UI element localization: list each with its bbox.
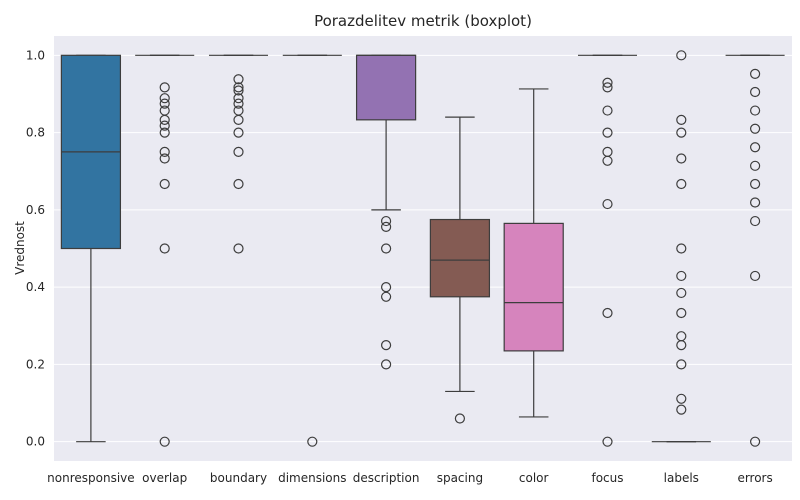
outlier-point [749,142,761,153]
outlier-point [676,404,687,415]
outlier-point [676,339,687,351]
box-labels [651,50,711,443]
outlier-point [159,178,170,190]
outlier-point [749,68,761,79]
outlier-point [159,127,170,138]
outlier-point [602,127,613,138]
outlier-point [676,127,687,138]
box-nonresponsive [60,54,122,443]
outlier-point [749,86,761,98]
y-axis-label: Vrednost [13,221,27,275]
box-boundary [208,54,269,254]
y-tick-label: 0.0 [26,435,45,449]
outlier-point [602,155,613,166]
x-tick-label: nonresponsive [47,471,135,485]
box-body [503,222,564,352]
outlier-point [381,359,392,370]
box-dimensions [282,54,342,447]
outlier-point [159,146,170,158]
outlier-point [676,287,687,299]
y-tick-label: 1.0 [26,48,45,62]
box-color [503,88,564,418]
outlier-point [159,98,170,109]
box-errors [725,54,785,447]
outlier-point [676,153,687,164]
outlier-point [749,123,761,134]
chart-title: Porazdelitev metrik (boxplot) [314,12,532,30]
outlier-point [159,153,170,164]
outlier-point [749,178,761,190]
box-description [355,54,417,370]
outlier-point [233,178,244,190]
box-body [355,54,417,121]
outlier-point [381,243,392,254]
outlier-point [749,270,761,282]
outlier-point [159,82,170,93]
outlier-point [749,436,761,447]
outlier-point [676,243,687,254]
outlier-point [676,50,687,61]
outlier-point [381,291,392,302]
boxes [60,50,785,447]
box-body [429,218,491,298]
x-tick-label: boundary [210,471,267,485]
x-tick-label: description [353,471,420,485]
outlier-point [233,74,244,85]
outlier-point [749,215,761,227]
y-tick-label: 0.8 [26,126,45,140]
outlier-point [602,77,613,88]
box-focus [577,54,638,447]
outlier-point [159,93,170,104]
outlier-point [381,215,392,227]
outlier-point [233,82,244,93]
plot-area [54,36,792,461]
x-tick-labels: nonresponsive overlap boundary dimensions de… [47,471,773,485]
outlier-point [676,393,687,404]
outlier-point [676,178,687,190]
x-tick-label: dimensions [278,471,346,485]
outlier-point [159,436,170,447]
outlier-point [233,85,244,96]
outlier-point [159,243,170,254]
outlier-point [749,160,761,171]
outlier-point [159,120,170,131]
outlier-point [233,127,244,138]
x-tick-label: spacing [437,471,483,485]
outlier-point [602,198,613,210]
outlier-point [454,413,465,424]
x-tick-label: overlap [142,471,187,485]
outlier-point [602,82,613,93]
y-tick-label: 0.2 [26,357,45,371]
outlier-point [233,243,244,254]
box-spacing [429,116,491,424]
outlier-point [381,282,392,293]
outlier-point [307,436,318,447]
y-tick-labels: 0.0 0.2 0.4 0.6 0.8 1.0 [26,48,45,448]
outlier-point [676,359,687,370]
y-tick-label: 0.4 [26,280,45,294]
x-tick-label: labels [664,471,699,485]
outlier-point [749,197,761,208]
outlier-point [676,114,687,125]
x-tick-label: focus [591,471,623,485]
box-overlap [135,54,195,447]
x-tick-label: errors [737,471,772,485]
outlier-point [676,307,687,319]
y-tick-label: 0.6 [26,203,45,217]
x-tick-label: color [519,471,549,485]
outlier-point [233,98,244,109]
outlier-point [159,114,170,125]
outlier-point [676,270,687,282]
outlier-point [602,436,613,447]
outlier-point [602,105,613,116]
outlier-point [233,146,244,158]
outlier-point [381,339,392,351]
outlier-point [381,221,392,232]
outlier-point [233,93,244,104]
outlier-point [233,114,244,125]
outlier-point [602,307,613,319]
outlier-point [749,105,761,116]
